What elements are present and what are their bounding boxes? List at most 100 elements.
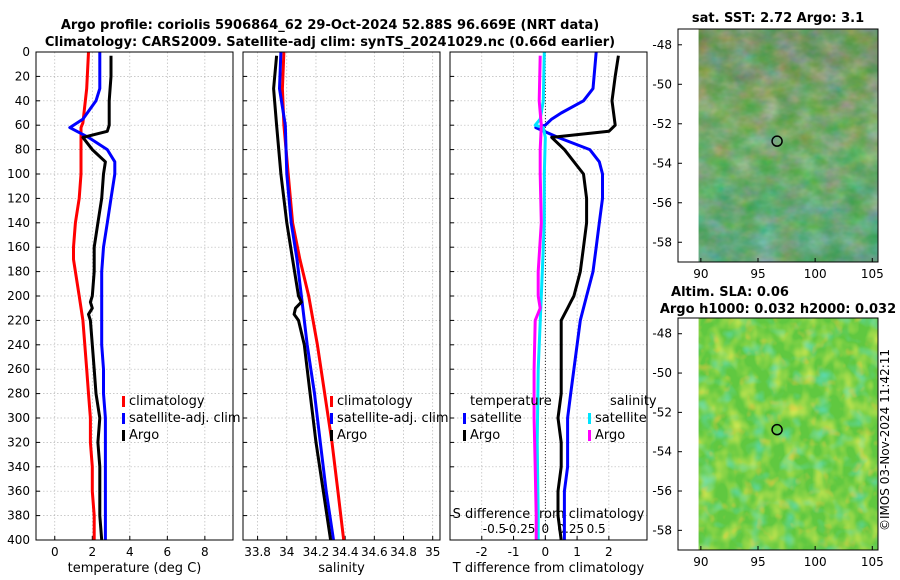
map-y-tick-label: -52 — [652, 405, 672, 419]
legend-t-satellite-swatch — [463, 413, 466, 424]
series-line-argo — [81, 55, 113, 541]
y-tick-label: 140 — [7, 216, 30, 230]
argo-position-marker — [771, 423, 783, 436]
sst-texture — [698, 29, 878, 262]
sla-map: Altim. SLA: 0.06 Argo h1000: 0.032 h2000… — [652, 285, 896, 569]
map-x-tick-label: 100 — [804, 555, 827, 569]
sst-axes: 90 95 100 105 -48 -50 -52 -54 -56 -58 — [652, 28, 884, 281]
sst-map: sat. SST: 2.72 Argo: 3.1 90 95 100 105 -48 -5… — [652, 11, 883, 281]
salinity-panel: 33.8 34 34.2 34.4 34.6 34.8 35 salinity — [242, 51, 441, 576]
x-tick-label: 4 — [126, 545, 134, 559]
legend-argo-label: Argo — [129, 428, 159, 443]
map-x-tick-label: 100 — [804, 267, 827, 281]
legend-argo-label: Argo — [337, 428, 367, 443]
x-tick-label: -1 — [508, 545, 520, 559]
map-y-tick-label: -52 — [652, 117, 672, 131]
y-tick-label: 160 — [7, 240, 30, 254]
plot-frame — [35, 51, 234, 541]
legend-satellite-label: satellite-adj. clim — [129, 411, 241, 426]
x-tick-label: 0 — [51, 545, 59, 559]
y-tick-label: 380 — [7, 509, 30, 523]
map-y-tick-label: -54 — [652, 445, 672, 459]
x2-axis-label: S difference from climatology — [453, 507, 645, 522]
x-tick-label: 2 — [605, 545, 613, 559]
map-empty-strip — [678, 318, 699, 550]
figure-title-line1: Argo profile: coriolis 5906864_62 29-Oct… — [61, 18, 599, 33]
x-tick-label: 2 — [88, 545, 96, 559]
temperature-panel: 0204060801001201401601802002202402602803… — [7, 45, 234, 576]
legend-climatology-label: climatology — [337, 394, 413, 409]
x-tick-label: 34.8 — [390, 545, 417, 559]
legend-satellite-swatch — [330, 413, 333, 424]
legend-t-argo-label: Argo — [470, 428, 500, 443]
legend-salinity-title: salinity — [610, 394, 657, 409]
legend-s-satellite-label: satellite — [595, 411, 647, 426]
x-tick-label: -2 — [476, 545, 488, 559]
sst-map-title: sat. SST: 2.72 Argo: 3.1 — [692, 11, 864, 26]
y-tick-label: 200 — [7, 289, 30, 303]
x-axis-label: T difference from climatology — [452, 561, 645, 576]
sla-axes: 90 95 100 105 -48 -50 -52 -54 -56 -58 — [652, 317, 884, 569]
legend-s-satellite-swatch — [588, 413, 591, 424]
argo-position-marker — [771, 135, 783, 147]
map-frame — [677, 28, 879, 263]
sla-texture-orange — [698, 318, 878, 550]
x-axis-label: salinity — [318, 561, 365, 576]
map-y-tick-label: -58 — [652, 235, 672, 249]
series-line-t-satellite — [534, 51, 604, 540]
legend-climatology-swatch — [330, 396, 333, 407]
map-frame — [677, 317, 879, 551]
x2-tick-label: 0.5 — [587, 522, 606, 536]
map-y-tick-label: -58 — [652, 523, 672, 537]
x-tick-label: 33.8 — [244, 545, 271, 559]
x-axis-label: temperature (deg C) — [68, 561, 202, 576]
imos-watermark: ©IMOS 03-Nov-2024 11:42:11 — [878, 349, 892, 531]
legend-climatology-label: climatology — [129, 394, 205, 409]
x-tick-label: 34 — [279, 545, 294, 559]
y-tick-label: 340 — [7, 460, 30, 474]
y-tick-label: 360 — [7, 484, 30, 498]
map-y-tick-label: -48 — [652, 38, 672, 52]
map-y-tick-label: -50 — [652, 366, 672, 380]
series-line-satellite-adj-clim — [68, 52, 117, 540]
legend-argo-swatch — [330, 430, 333, 441]
y-tick-label: 220 — [7, 313, 30, 327]
x-tick-label: 8 — [201, 545, 209, 559]
plot-frame — [449, 51, 648, 541]
y-tick-label: 400 — [7, 533, 30, 547]
map-y-tick-label: -48 — [652, 327, 672, 341]
y-tick-label: 0 — [22, 45, 30, 59]
y-tick-label: 320 — [7, 435, 30, 449]
x-tick-label: 34.4 — [332, 545, 359, 559]
map-x-tick-label: 105 — [861, 267, 884, 281]
y-tick-label: 80 — [15, 143, 30, 157]
x-tick-label: 0 — [542, 545, 550, 559]
sla-map-title: Altim. SLA: 0.06 — [671, 285, 789, 300]
y-tick-label: 260 — [7, 362, 30, 376]
plot-frame — [242, 51, 441, 541]
x-tick-label: 6 — [164, 545, 172, 559]
series-line-climatology — [72, 51, 96, 540]
series-line-t-argo — [550, 55, 620, 541]
legend-climatology-swatch — [122, 396, 125, 407]
series-line-satellite-adj-clim — [278, 51, 335, 541]
legend-satellite-label: satellite-adj. clim — [337, 411, 449, 426]
map-x-tick-label: 95 — [750, 555, 765, 569]
legend-argo-swatch — [122, 430, 125, 441]
x-tick-label: 34.6 — [361, 545, 388, 559]
y-tick-label: 60 — [15, 118, 30, 132]
x2-tick-label: 0 — [542, 522, 550, 536]
y-tick-label: 120 — [7, 191, 30, 205]
sla-map-subtitle: Argo h1000: 0.032 h2000: 0.032 — [660, 302, 896, 317]
map-x-tick-label: 105 — [861, 555, 884, 569]
x2-tick-label: -0.5 — [483, 522, 506, 536]
x-tick-label: 1 — [573, 545, 581, 559]
legend-t-argo-swatch — [463, 430, 466, 441]
map-x-tick-label: 95 — [750, 267, 765, 281]
series-line-argo — [272, 55, 333, 541]
y-tick-label: 280 — [7, 387, 30, 401]
y-tick-label: 20 — [15, 69, 30, 83]
legend-temperature-title: temperature — [470, 394, 552, 409]
y-tick-label: 240 — [7, 338, 30, 352]
